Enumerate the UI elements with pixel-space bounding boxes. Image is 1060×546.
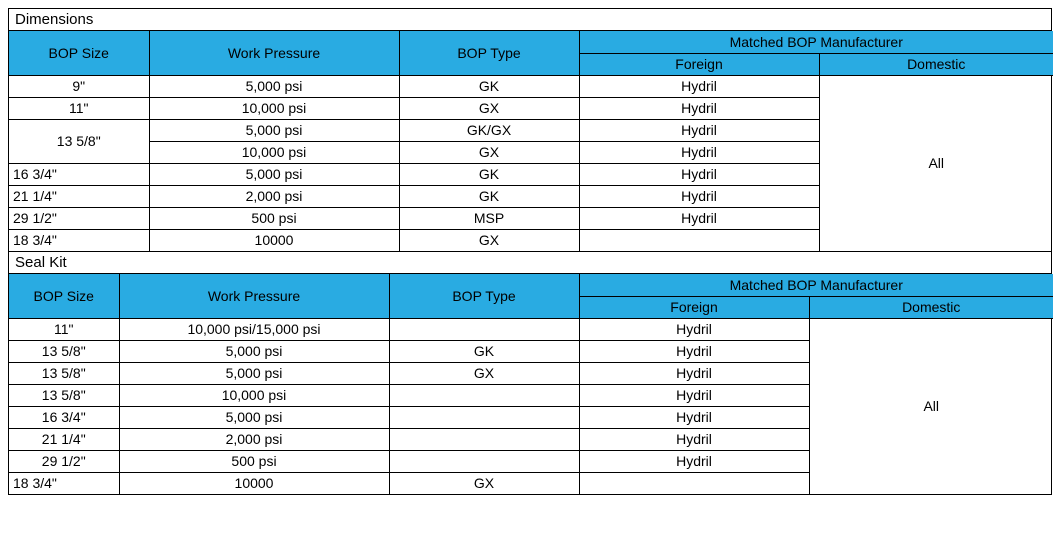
cell-foreign: Hydril: [579, 340, 809, 362]
cell-work-pressure: 10,000 psi: [149, 141, 399, 163]
cell-bop-size: 16 3/4": [9, 406, 119, 428]
cell-work-pressure: 10,000 psi: [149, 97, 399, 119]
cell-bop-type: GK: [399, 185, 579, 207]
cell-bop-type: [389, 406, 579, 428]
cell-foreign: Hydril: [579, 141, 819, 163]
dimensions-table: BOP Size Work Pressure BOP Type Matched …: [9, 31, 1053, 251]
col-domestic: Domestic: [819, 53, 1053, 75]
table-row: 11"10,000 psi/15,000 psiHydrilAll: [9, 318, 1053, 340]
cell-domestic: All: [809, 318, 1053, 494]
cell-bop-size: 29 1/2": [9, 450, 119, 472]
cell-bop-size: 16 3/4": [9, 163, 149, 185]
dimensions-title: Dimensions: [9, 9, 1051, 31]
cell-bop-size: 21 1/4": [9, 428, 119, 450]
cell-bop-size: 11": [9, 97, 149, 119]
cell-foreign: Hydril: [579, 75, 819, 97]
cell-bop-size: 29 1/2": [9, 207, 149, 229]
cell-bop-type: MSP: [399, 207, 579, 229]
cell-work-pressure: 5,000 psi: [149, 119, 399, 141]
cell-foreign: Hydril: [579, 207, 819, 229]
col-foreign: Foreign: [579, 53, 819, 75]
cell-work-pressure: 5,000 psi: [149, 163, 399, 185]
cell-bop-type: GX: [389, 362, 579, 384]
cell-work-pressure: 2,000 psi: [119, 428, 389, 450]
cell-bop-type: [389, 384, 579, 406]
cell-domestic: All: [819, 75, 1053, 251]
cell-work-pressure: 10,000 psi/15,000 psi: [119, 318, 389, 340]
table-row: 9"5,000 psiGKHydrilAll: [9, 75, 1053, 97]
col-foreign: Foreign: [579, 296, 809, 318]
cell-bop-type: GX: [399, 97, 579, 119]
cell-bop-type: GK/GX: [399, 119, 579, 141]
cell-work-pressure: 5,000 psi: [119, 340, 389, 362]
cell-bop-size: 13 5/8": [9, 362, 119, 384]
cell-bop-size: 13 5/8": [9, 119, 149, 163]
cell-foreign: Hydril: [579, 428, 809, 450]
cell-bop-type: [389, 450, 579, 472]
cell-bop-type: GK: [389, 340, 579, 362]
cell-foreign: Hydril: [579, 163, 819, 185]
cell-bop-size: 21 1/4": [9, 185, 149, 207]
cell-foreign: Hydril: [579, 185, 819, 207]
cell-work-pressure: 5,000 psi: [119, 406, 389, 428]
cell-work-pressure: 500 psi: [149, 207, 399, 229]
cell-foreign: Hydril: [579, 362, 809, 384]
cell-foreign: Hydril: [579, 384, 809, 406]
cell-bop-size: 18 3/4": [9, 472, 119, 494]
cell-bop-size: 13 5/8": [9, 384, 119, 406]
cell-work-pressure: 10,000 psi: [119, 384, 389, 406]
col-bop-size: BOP Size: [9, 274, 119, 318]
cell-work-pressure: 5,000 psi: [119, 362, 389, 384]
cell-foreign: Hydril: [579, 318, 809, 340]
cell-bop-type: GK: [399, 163, 579, 185]
cell-work-pressure: 500 psi: [119, 450, 389, 472]
col-domestic: Domestic: [809, 296, 1053, 318]
tables-container: Dimensions BOP Size Work Pressure BOP Ty…: [8, 8, 1052, 495]
cell-bop-size: 13 5/8": [9, 340, 119, 362]
col-work-pressure: Work Pressure: [149, 31, 399, 75]
cell-bop-size: 9": [9, 75, 149, 97]
cell-foreign: [579, 472, 809, 494]
cell-work-pressure: 10000: [119, 472, 389, 494]
sealkit-table: BOP Size Work Pressure BOP Type Matched …: [9, 274, 1053, 494]
cell-bop-size: 11": [9, 318, 119, 340]
cell-foreign: Hydril: [579, 406, 809, 428]
cell-work-pressure: 10000: [149, 229, 399, 251]
col-work-pressure: Work Pressure: [119, 274, 389, 318]
sealkit-title: Seal Kit: [9, 251, 1051, 274]
cell-bop-size: 18 3/4": [9, 229, 149, 251]
cell-foreign: Hydril: [579, 97, 819, 119]
col-matched-group: Matched BOP Manufacturer: [579, 274, 1053, 296]
cell-bop-type: [389, 428, 579, 450]
cell-bop-type: GK: [399, 75, 579, 97]
cell-foreign: Hydril: [579, 450, 809, 472]
cell-bop-type: GX: [399, 141, 579, 163]
cell-bop-type: GX: [399, 229, 579, 251]
cell-bop-type: GX: [389, 472, 579, 494]
cell-work-pressure: 5,000 psi: [149, 75, 399, 97]
col-bop-type: BOP Type: [399, 31, 579, 75]
col-bop-type: BOP Type: [389, 274, 579, 318]
cell-foreign: Hydril: [579, 119, 819, 141]
cell-bop-type: [389, 318, 579, 340]
col-bop-size: BOP Size: [9, 31, 149, 75]
cell-foreign: [579, 229, 819, 251]
cell-work-pressure: 2,000 psi: [149, 185, 399, 207]
col-matched-group: Matched BOP Manufacturer: [579, 31, 1053, 53]
